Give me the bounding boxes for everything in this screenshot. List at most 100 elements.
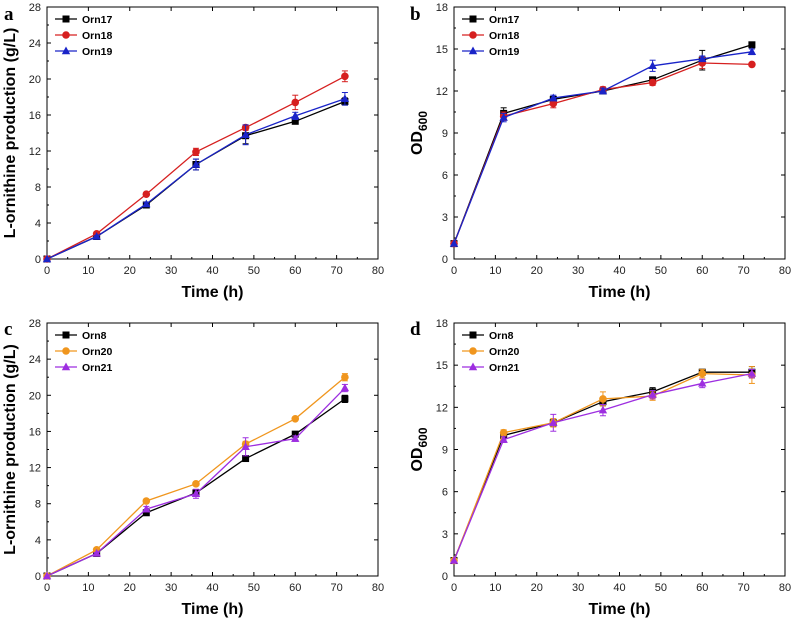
series-Orn20 — [450, 366, 756, 565]
legend-label: Orn20 — [82, 346, 113, 358]
panel-letter: d — [410, 319, 421, 340]
series-Orn19 — [449, 47, 757, 247]
x-tick-label: 30 — [165, 582, 177, 594]
y-tick-label: 3 — [442, 212, 448, 224]
x-tick-label: 70 — [738, 265, 750, 277]
x-axis-title: Time (h) — [182, 601, 244, 618]
x-tick-label: 70 — [331, 582, 343, 594]
y-axis-title-subscript: 600 — [416, 427, 430, 447]
chart-panel-b: b 0 10 20 30 40 50 60 70 80 0 3 6 9 12 15 18 Time (h) OD60… — [409, 2, 791, 301]
x-tick-label: 30 — [572, 265, 584, 277]
x-tick-label: 30 — [572, 582, 584, 594]
x-tick-label: 10 — [489, 265, 501, 277]
x-tick-label: 60 — [696, 582, 708, 594]
data-point — [449, 556, 459, 564]
y-axis-title: L-ornithine production (g/L) — [2, 344, 19, 555]
data-point — [192, 480, 200, 488]
y-tick-label: 0 — [35, 571, 41, 583]
y-axis-title: OD600 — [409, 427, 430, 471]
y-tick-label: 0 — [442, 571, 448, 583]
x-axis-title: Time (h) — [182, 284, 244, 301]
y-tick-label: 9 — [442, 445, 448, 457]
legend-marker — [61, 362, 71, 371]
x-tick-label: 20 — [124, 265, 136, 277]
y-tick-label: 16 — [29, 110, 41, 122]
x-tick-label: 40 — [613, 582, 625, 594]
data-point — [599, 395, 607, 403]
legend-marker — [469, 31, 477, 39]
data-point — [747, 369, 757, 377]
legend-marker — [62, 331, 70, 339]
legend-label: Orn17 — [489, 14, 520, 26]
legend-marker — [469, 347, 477, 355]
data-point — [242, 455, 250, 463]
data-point — [291, 434, 300, 442]
legend-label: Orn21 — [489, 362, 520, 374]
x-tick-label: 50 — [655, 582, 667, 594]
data-point — [549, 418, 558, 426]
y-tick-label: 12 — [436, 402, 448, 414]
series-line — [453, 51, 752, 244]
y-tick-label: 12 — [29, 463, 41, 475]
y-tick-label: 18 — [436, 318, 448, 330]
legend-label: Orn20 — [489, 346, 520, 358]
series-Orn21 — [42, 383, 350, 580]
panel-letter: a — [4, 4, 14, 25]
series-Orn20 — [43, 373, 349, 580]
data-point — [698, 54, 707, 62]
legend: Orn17 Orn18 Orn19 — [462, 14, 520, 58]
x-tick-label: 50 — [248, 265, 260, 277]
y-tick-label: 24 — [29, 38, 41, 50]
data-point — [449, 239, 459, 247]
y-tick-label: 16 — [29, 426, 41, 438]
y-tick-label: 12 — [436, 86, 448, 98]
x-tick-label: 70 — [331, 265, 343, 277]
y-tick-label: 8 — [35, 499, 41, 511]
x-tick-label: 80 — [779, 265, 791, 277]
data-point — [191, 160, 201, 168]
series-Orn17 — [450, 41, 756, 248]
series-line — [46, 100, 346, 260]
x-tick-label: 40 — [613, 265, 625, 277]
data-point — [549, 93, 558, 102]
data-point — [598, 405, 608, 414]
data-point — [192, 148, 200, 156]
data-point — [648, 390, 657, 398]
data-point — [748, 60, 756, 69]
series-Orn18 — [450, 56, 756, 248]
x-tick-label: 40 — [206, 265, 218, 277]
data-point — [698, 369, 707, 378]
legend-label: Orn19 — [82, 46, 113, 58]
data-point — [291, 430, 299, 438]
x-tick-label: 10 — [82, 582, 94, 594]
x-tick-label: 10 — [489, 582, 501, 594]
x-tick-label: 60 — [289, 265, 301, 277]
y-tick-label: 3 — [442, 529, 448, 541]
legend-marker — [62, 15, 70, 23]
data-point — [142, 504, 151, 513]
y-tick-label: 12 — [29, 146, 41, 158]
plot-frame — [453, 322, 786, 577]
x-tick-label: 60 — [289, 582, 301, 594]
x-tick-label: 0 — [44, 265, 50, 277]
plot-frame — [46, 6, 379, 260]
data-point — [341, 395, 349, 403]
data-point — [92, 548, 101, 557]
y-tick-label: 28 — [29, 2, 41, 14]
data-point — [291, 98, 300, 107]
data-point — [341, 72, 349, 81]
data-point — [340, 383, 350, 392]
legend-marker — [62, 31, 70, 39]
y-tick-label: 9 — [442, 128, 448, 140]
data-point — [142, 199, 151, 208]
x-tick-label: 20 — [531, 582, 543, 594]
data-point — [241, 130, 250, 138]
series-Orn21 — [449, 368, 757, 564]
x-tick-label: 50 — [248, 582, 260, 594]
legend-marker — [468, 362, 478, 371]
data-point — [291, 414, 300, 423]
panel-letter: b — [410, 4, 421, 25]
legend-label: Orn18 — [82, 30, 113, 42]
data-point — [698, 378, 707, 387]
